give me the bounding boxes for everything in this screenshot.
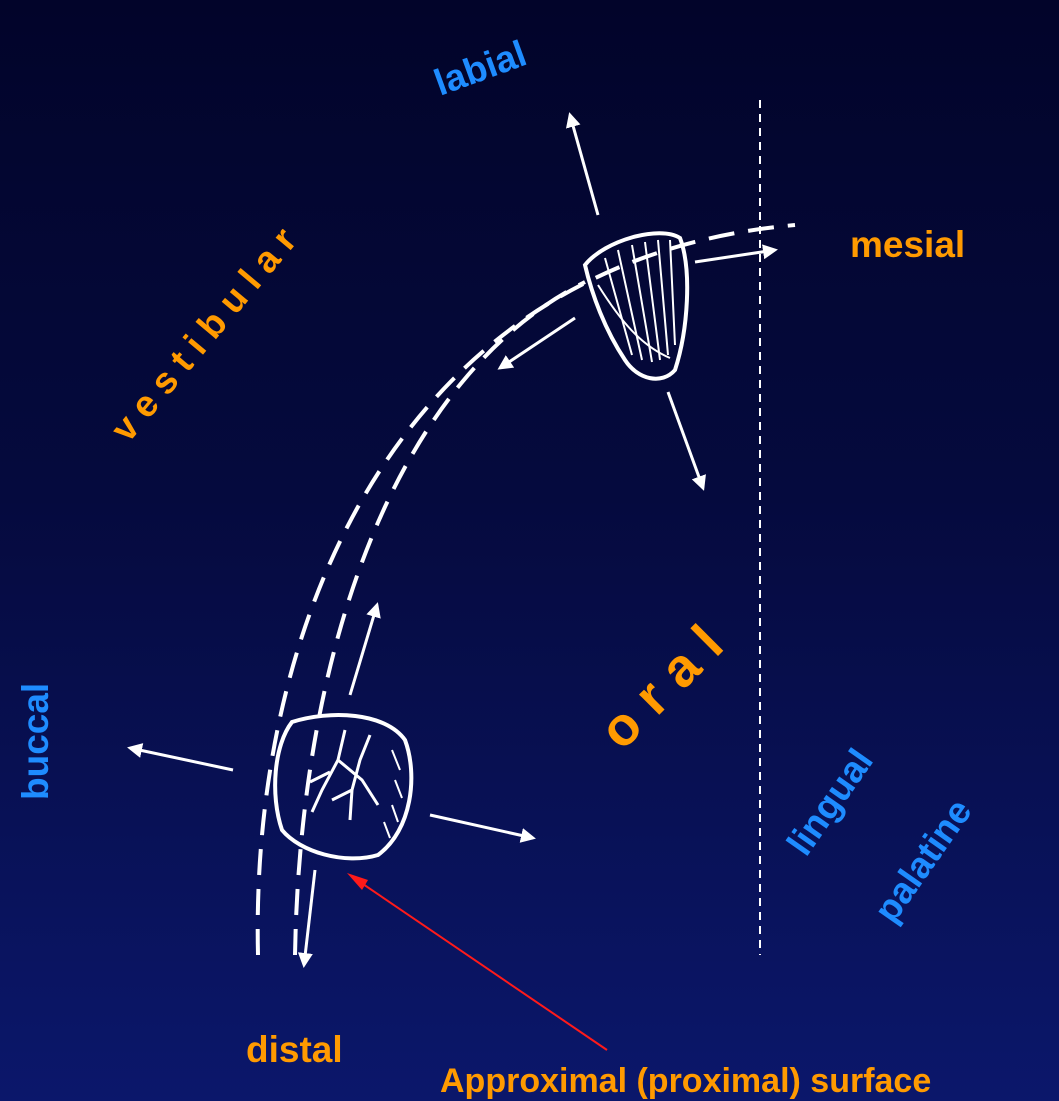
arrow-lingual-molar (429, 813, 536, 843)
arrow-distal-incisor (497, 316, 576, 370)
label-lingual: lingual (779, 741, 881, 862)
label-palatine: palatine (866, 792, 980, 930)
arrow-labial (566, 112, 600, 216)
arrow-mesial-molar (348, 602, 381, 696)
label-vestibular: vestibular (103, 212, 311, 449)
label-buccal: buccal (15, 683, 56, 800)
approximal-pointer-arrow (347, 873, 608, 1051)
arrow-lingual-incisor (666, 391, 706, 491)
incisor-tooth-icon (582, 231, 690, 381)
dental-arch-inner (293, 280, 586, 956)
arrow-mesial (694, 244, 778, 264)
label-oral: oral (588, 603, 746, 761)
label-mesial: mesial (850, 224, 965, 265)
arrow-buccal (127, 743, 234, 772)
label-labial: labial (429, 33, 532, 104)
arrow-distal-molar (297, 869, 317, 968)
label-approximal: Approximal (proximal) surface (440, 1062, 931, 1100)
label-distal: distal (246, 1029, 343, 1070)
molar-tooth-icon (273, 713, 414, 861)
dental-arch-outer (255, 223, 796, 956)
